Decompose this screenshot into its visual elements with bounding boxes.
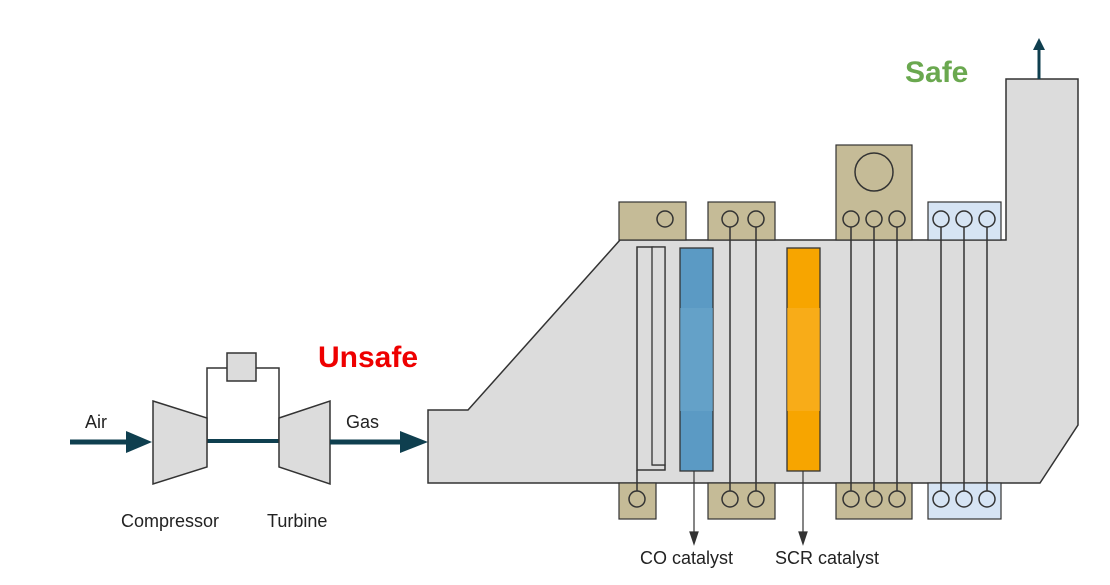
scr-catalyst-label: SCR catalyst <box>775 548 879 568</box>
catalyst-pointers <box>689 471 808 546</box>
unsafe-label: Unsafe <box>318 341 418 374</box>
header-bottom-2 <box>707 482 776 520</box>
gas-flow-arrow <box>330 431 428 453</box>
tube-bank <box>628 210 996 508</box>
stack-exhaust-arrow <box>1033 38 1045 79</box>
turbine-shape <box>278 399 331 486</box>
header-top-2 <box>707 201 776 241</box>
header-top-1 <box>618 201 687 241</box>
combustor-box <box>226 352 257 382</box>
turbine-shaft <box>206 352 280 443</box>
compressor-label: Compressor <box>121 511 219 531</box>
air-label: Air <box>85 412 107 432</box>
hrsg-body <box>427 78 1079 484</box>
drum-circle <box>854 152 894 192</box>
gas-label: Gas <box>346 412 379 432</box>
turbine-label: Turbine <box>267 511 327 531</box>
air-inlet-arrow <box>70 431 152 453</box>
safe-label: Safe <box>905 56 968 89</box>
compressor-shape <box>152 399 208 486</box>
co-catalyst-label: CO catalyst <box>640 548 733 568</box>
